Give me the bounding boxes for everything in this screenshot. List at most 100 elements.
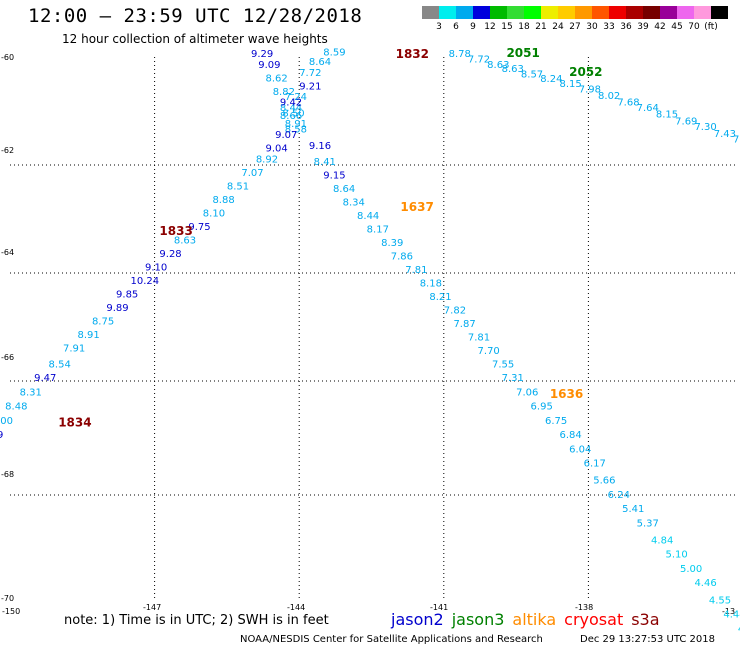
wave-height-value: 8.44: [280, 103, 302, 114]
wave-height-value: 9.15: [323, 171, 345, 182]
wave-height-value: 8.10: [203, 208, 225, 219]
legend-swatch: [558, 6, 575, 19]
legend-label: 21: [535, 22, 547, 32]
latitude-label: -68: [1, 470, 14, 479]
wave-height-value: 8.59: [323, 47, 345, 58]
wave-height-value: 8.54: [49, 360, 71, 371]
wave-height-value: 7.31: [502, 373, 524, 384]
wave-height-value: 9.10: [145, 262, 167, 273]
longitude-label: -144: [287, 603, 305, 612]
page-title: 12:00 – 23:59 UTC 12/28/2018: [28, 5, 363, 27]
wave-height-value: 8.02: [598, 91, 620, 102]
legend-swatch: [490, 6, 507, 19]
wave-height-value: 8.39: [381, 238, 403, 249]
pass-time-label: 2052: [569, 65, 602, 79]
wave-height-value: 8.62: [265, 73, 287, 84]
legend-label: 33: [603, 22, 615, 32]
pass-label-layer: 1832 2051 2052 1637 1833 1636 1834: [58, 46, 602, 430]
wave-height-value: 7.43: [714, 129, 736, 140]
wave-height-value: 8.18: [420, 279, 442, 290]
wave-height-value: 9.21: [299, 81, 321, 92]
wave-height-value: 8.41: [314, 157, 336, 168]
legend-swatch: [456, 6, 473, 19]
pass-time-label: 1834: [58, 416, 91, 430]
legend-label: 3: [436, 22, 442, 32]
wave-height-value: 9.07: [275, 130, 297, 141]
pass-time-label: 2051: [506, 46, 539, 60]
legend-label: 42: [654, 22, 666, 32]
legend-swatch: [677, 6, 694, 19]
legend-label: 15: [501, 22, 513, 32]
latitude-label: -70: [1, 594, 14, 603]
wave-height-value: 7.06: [516, 387, 538, 398]
wave-height-value: 4.84: [651, 535, 673, 546]
wave-height-value: 8.31: [20, 387, 42, 398]
longitude-label: -147: [143, 603, 161, 612]
satellite-legend-jason2: jason2: [391, 610, 444, 629]
wave-height-value: 7.47: [733, 134, 740, 145]
legend-label: (ft): [704, 22, 718, 32]
legend-swatch: [541, 6, 558, 19]
wave-height-value: 5.37: [637, 518, 659, 529]
pass-time-label: 1636: [550, 387, 583, 401]
wave-height-value: 8.78: [449, 49, 471, 60]
wave-height-value: 6.75: [545, 416, 567, 427]
wave-height-value: 6.17: [584, 459, 606, 470]
wave-height-value: 8.24: [540, 74, 562, 85]
wave-height-value: 4.44: [723, 610, 740, 621]
wave-height-value: 8.50: [282, 108, 304, 119]
legend-label: 24: [552, 22, 564, 32]
latitude-label: -66: [1, 353, 14, 362]
latitude-label: -62: [1, 146, 14, 155]
satellite-legend-jason3: jason3: [451, 610, 505, 629]
wave-height-value: 8.15: [559, 79, 581, 90]
wave-height-value: 9.09: [258, 60, 280, 71]
wave-height-value: 4.46: [694, 578, 716, 589]
wave-height-value: 8.75: [92, 316, 114, 327]
wave-height-value: 7.72: [299, 68, 321, 79]
wave-height-value: 5.10: [666, 550, 688, 561]
page-subtitle: 12 hour collection of altimeter wave hei…: [62, 32, 328, 46]
satellite-legend: jason2 jason3 altika cryosat s3a: [391, 610, 668, 629]
wave-height-value: 9.89: [106, 303, 128, 314]
wave-height-value: 8.64: [333, 184, 355, 195]
legend-swatch: [694, 6, 711, 19]
wave-height-value: 8.88: [212, 195, 234, 206]
wave-height-value: 8.92: [256, 154, 278, 165]
wave-height-value: 9.28: [159, 249, 181, 260]
legend-swatch: [507, 6, 524, 19]
observation-layer: 8.598.647.729.217.248.448.668.589.168.41…: [0, 47, 740, 634]
pass-time-label: 1832: [396, 47, 429, 61]
wave-height-value: 8.63: [502, 64, 524, 75]
wave-height-value: 7.82: [444, 306, 466, 317]
longitude-label: -138: [575, 603, 593, 612]
wave-height-value: 7.81: [468, 333, 490, 344]
latitude-label: -64: [1, 248, 14, 257]
latitude-label: -60: [1, 53, 14, 62]
wave-height-value: 4.55: [709, 595, 731, 606]
wave-height-value: 10.24: [131, 276, 160, 287]
wave-height-value: 8.51: [227, 181, 249, 192]
legend-label: 36: [620, 22, 632, 32]
wave-height-value: 9.75: [188, 222, 210, 233]
wave-height-value: 9.16: [309, 141, 331, 152]
wave-height-value: 8.34: [343, 198, 365, 209]
wave-height-value: 5.41: [622, 504, 644, 515]
wave-height-value: 6.04: [569, 444, 591, 455]
legend-label: 12: [484, 22, 496, 32]
wave-height-value: 9.00: [0, 416, 13, 427]
wave-height-value: 7.24: [285, 92, 307, 103]
wave-height-value: 8.21: [429, 292, 451, 303]
longitude-label: -13: [722, 607, 735, 616]
credit-line: NOAA/NESDIS Center for Satellite Applica…: [240, 634, 543, 645]
wave-height-value: 8.82: [273, 87, 295, 98]
legend-swatch: [660, 6, 677, 19]
satellite-legend-s3a: s3a: [631, 610, 660, 629]
wave-height-value: 7.91: [63, 343, 85, 354]
wave-height-value: 9.29: [251, 49, 273, 60]
legend-swatch: [473, 6, 490, 19]
wave-height-value: 7.69: [675, 117, 697, 128]
wave-height-value: 6.24: [608, 490, 630, 501]
legend-swatch: [609, 6, 626, 19]
